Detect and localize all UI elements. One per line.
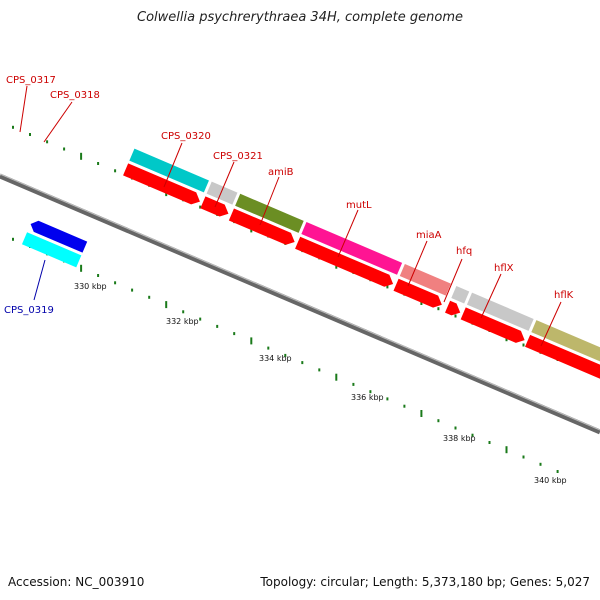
gene-miaA[interactable] (399, 264, 451, 296)
gene-label[interactable]: hfq (456, 246, 472, 257)
leader-line-minus (33, 259, 46, 301)
leader-line (19, 85, 28, 133)
gene-mutL[interactable] (301, 222, 403, 275)
cds-arrow[interactable] (445, 300, 463, 318)
leader-line (443, 258, 463, 303)
gene-label[interactable]: hflK (554, 290, 574, 301)
gene-label[interactable]: hflX (494, 263, 514, 274)
cds-arrow[interactable] (228, 208, 298, 248)
leader-line (540, 301, 562, 347)
cds-arrow[interactable] (295, 236, 396, 290)
leader-line (407, 240, 428, 287)
gene-labels: CPS_0317 CPS_0318 CPS_0319 CPS_0320 CPS_… (4, 75, 574, 316)
leader-line (337, 209, 359, 258)
scale-label: 330 kbp (74, 282, 107, 291)
gene-label[interactable]: CPS_0318 (50, 90, 100, 101)
genome-title: Colwellia psychrerythraea 34H, complete … (137, 10, 463, 25)
gene-features (129, 148, 600, 374)
gene-hflK[interactable] (531, 320, 600, 374)
leader-line (259, 176, 280, 226)
scale-label: 338 kbp (443, 434, 476, 443)
gene-label[interactable]: miaA (416, 230, 442, 241)
gene-label[interactable]: amiB (268, 167, 294, 178)
gene-amiB[interactable] (235, 193, 304, 233)
leader-line (43, 101, 73, 143)
gene-label[interactable]: CPS_0321 (213, 151, 263, 162)
gene-hfq[interactable] (451, 285, 470, 304)
gene-label[interactable]: mutL (346, 200, 372, 211)
genome-stats-text: Topology: circular; Length: 5,373,180 bp… (260, 575, 590, 589)
backbone-line (0, 173, 600, 435)
accession-text: Accession: NC_003910 (8, 575, 145, 589)
cds-arrow-minus[interactable] (28, 218, 88, 253)
leader-line (163, 142, 183, 188)
gene-label[interactable]: CPS_0320 (161, 131, 211, 142)
minus-strand-features (21, 218, 88, 268)
leader-line (214, 161, 235, 208)
scale-label: 334 kbp (259, 354, 292, 363)
scale-labels: 330 kbp 332 kbp 334 kbp 336 kbp 338 kbp … (74, 282, 567, 485)
backbone-highlight (0, 173, 600, 431)
gene-CPS_0320[interactable] (129, 148, 209, 193)
label-leader-lines (19, 85, 562, 347)
gene-CPS_0321[interactable] (206, 181, 238, 205)
genome-backbone (0, 173, 600, 435)
leader-line (480, 273, 502, 319)
cds-arrow[interactable] (393, 278, 445, 311)
cds-arrow[interactable] (123, 163, 203, 207)
gene-CPS_0319[interactable] (21, 232, 82, 268)
scale-label: 332 kbp (166, 317, 199, 326)
scale-label: 340 kbp (534, 476, 567, 485)
gene-hflX[interactable] (466, 292, 534, 331)
cds-arrow[interactable] (200, 196, 231, 219)
scale-label: 336 kbp (351, 393, 384, 402)
cds-arrow[interactable] (460, 307, 528, 345)
cds-arrows (123, 163, 600, 388)
cds-arrow[interactable] (525, 334, 600, 388)
gene-label[interactable]: CPS_0317 (6, 75, 56, 86)
gene-label[interactable]: CPS_0319 (4, 305, 54, 316)
